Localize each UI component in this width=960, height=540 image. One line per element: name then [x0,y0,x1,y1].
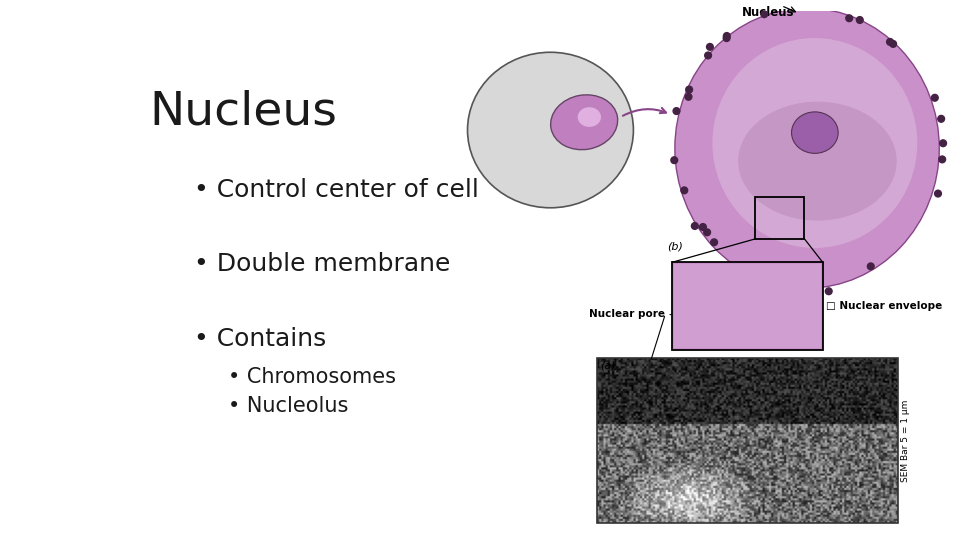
FancyBboxPatch shape [672,262,823,350]
Circle shape [846,15,852,22]
Circle shape [939,156,946,163]
Circle shape [723,35,730,42]
Ellipse shape [738,102,897,221]
Text: • Control center of cell: • Control center of cell [194,178,479,201]
Circle shape [724,32,731,39]
Circle shape [826,288,832,295]
Text: SEM Bar 5 = 1 μm: SEM Bar 5 = 1 μm [901,400,910,482]
Text: • Contains: • Contains [194,327,326,351]
Text: □ Nuclear envelope: □ Nuclear envelope [827,301,943,311]
Circle shape [700,224,707,231]
Circle shape [761,11,768,18]
Circle shape [673,107,680,114]
Ellipse shape [675,8,939,288]
Circle shape [938,116,945,122]
FancyBboxPatch shape [674,264,821,348]
Circle shape [671,157,678,164]
Text: Nuclear pore: Nuclear pore [588,309,664,319]
Circle shape [685,86,692,93]
Circle shape [685,93,692,100]
Circle shape [704,229,710,235]
Text: Nucleus: Nucleus [150,90,338,135]
Circle shape [887,38,894,45]
Ellipse shape [578,107,601,127]
Circle shape [786,278,793,285]
Circle shape [736,265,743,271]
Circle shape [940,140,947,146]
Circle shape [710,239,717,246]
Circle shape [868,263,875,269]
Circle shape [705,52,711,59]
Circle shape [771,286,778,292]
Text: • Nucleolus: • Nucleolus [228,396,348,416]
Circle shape [681,187,687,194]
Ellipse shape [468,52,634,208]
Ellipse shape [792,112,838,153]
Text: (b): (b) [667,241,683,252]
Circle shape [707,44,713,50]
Circle shape [691,222,698,230]
Text: • Double membrane: • Double membrane [194,252,451,276]
Text: (a): (a) [600,361,616,371]
Circle shape [935,190,942,197]
Ellipse shape [712,38,918,248]
Text: • Chromosomes: • Chromosomes [228,367,396,387]
Text: Nucleus: Nucleus [742,5,795,18]
Circle shape [931,94,938,101]
Ellipse shape [551,95,617,150]
Circle shape [856,17,863,23]
Circle shape [890,40,897,48]
